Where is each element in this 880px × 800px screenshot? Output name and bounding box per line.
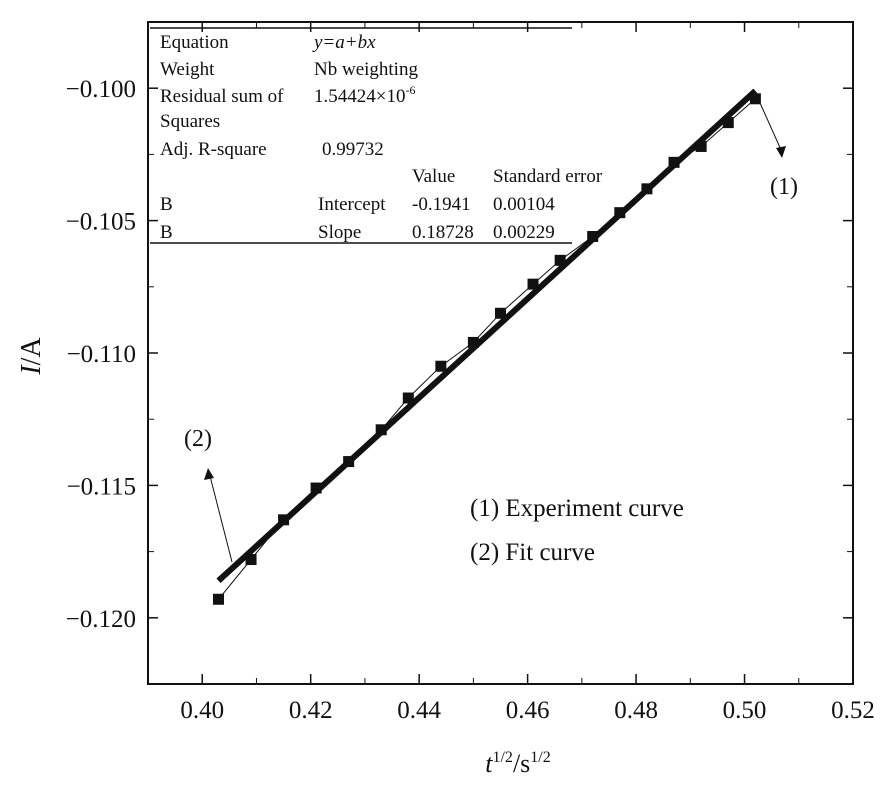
weight-label: Weight	[160, 59, 215, 80]
x-tick-label: 0.50	[723, 697, 767, 724]
col-header-value: Value	[412, 166, 455, 187]
adj-r-square-label: Adj. R-square	[160, 139, 267, 160]
annotation-1: (1)	[755, 93, 798, 200]
x-tick-label: 0.48	[614, 697, 658, 724]
rss-label-line1: Residual sum of	[160, 86, 284, 107]
equation-label: Equation	[160, 32, 229, 53]
x-tick-label: 0.46	[506, 697, 550, 724]
row-intercept-name: B	[160, 194, 173, 215]
annotation-1-label: (1)	[770, 174, 798, 200]
x-tick-label: 0.40	[180, 697, 224, 724]
experiment-point	[278, 514, 290, 526]
rss-value: 1.54424×10-6	[314, 83, 415, 107]
legend-entry-fit: (2) Fit curve	[470, 539, 595, 566]
equation-value: y=a+bx	[312, 32, 376, 53]
y-tick-labels: −0.100 −0.105 −0.110 −0.115 −0.120	[66, 76, 136, 633]
x-tick-label: 0.52	[831, 697, 875, 724]
x-tick-label: 0.42	[289, 697, 333, 724]
experiment-point	[343, 456, 355, 468]
experiment-point	[467, 336, 479, 348]
row-intercept-value: -0.1941	[412, 194, 471, 215]
x-axis-label: t1/2/s1/2	[485, 749, 550, 778]
fit-layer	[216, 88, 758, 583]
annotation-1-arrowhead	[776, 146, 786, 158]
experiment-point	[749, 93, 761, 105]
rss-times: ×10	[376, 86, 406, 107]
experiment-point	[587, 230, 599, 242]
experiment-point	[527, 278, 539, 290]
fit-results-table: Equation y=a+bx Weight Nb weighting Resi…	[150, 27, 603, 244]
y-tick-label: −0.120	[66, 606, 136, 633]
weight-value: Nb weighting	[314, 59, 418, 80]
fit-curve-line	[216, 88, 758, 583]
experiment-layer	[213, 93, 761, 605]
adj-r-square-value: 0.99732	[322, 139, 384, 160]
y-axis-label: I/A	[16, 337, 47, 376]
row-slope-stderr: 0.00229	[493, 222, 555, 243]
y-tick-label: −0.115	[67, 473, 136, 500]
rss-label-line2: Squares	[160, 111, 220, 132]
annotation-1-arrow-line	[755, 93, 783, 153]
row-intercept-stderr: 0.00104	[493, 194, 555, 215]
experiment-point	[614, 207, 626, 219]
annotation-2-label: (2)	[184, 426, 212, 452]
col-header-stderr: Standard error	[493, 166, 603, 187]
annotation-2-arrow-line	[209, 475, 233, 563]
rss-mantissa: 1.54424	[314, 86, 376, 107]
legend-entry-experiment: (1) Experiment curve	[470, 495, 684, 522]
axis-ticks	[147, 21, 854, 685]
experiment-curve-line	[218, 98, 756, 600]
x-tick-labels: 0.40 0.42 0.44 0.46 0.48 0.50 0.52	[180, 697, 875, 724]
y-tick-label: −0.105	[66, 209, 136, 236]
annotation-2-arrowhead	[204, 468, 214, 480]
experiment-point	[495, 307, 506, 319]
row-slope-name: B	[160, 222, 173, 243]
experiment-point	[435, 360, 447, 372]
row-slope-param: Slope	[318, 222, 361, 243]
experiment-point	[695, 140, 707, 152]
legend: (1) Experiment curve (2) Fit curve	[470, 495, 684, 566]
rss-exponent: -6	[405, 83, 415, 97]
experiment-point	[310, 482, 322, 494]
experiment-point	[402, 392, 414, 404]
annotation-2: (2)	[184, 426, 233, 563]
y-tick-label: −0.100	[66, 76, 136, 103]
experiment-point	[213, 593, 224, 605]
experiment-point	[722, 117, 734, 129]
experiment-point	[245, 554, 257, 566]
row-slope-value: 0.18728	[412, 222, 474, 243]
row-intercept-param: Intercept	[318, 194, 386, 215]
y-tick-label: −0.110	[67, 341, 136, 368]
plot-frame	[147, 21, 854, 685]
experiment-point	[668, 156, 680, 168]
experiment-point	[641, 183, 653, 195]
experiment-point	[375, 424, 387, 436]
experiment-point	[554, 254, 566, 266]
x-tick-label: 0.44	[397, 697, 441, 724]
